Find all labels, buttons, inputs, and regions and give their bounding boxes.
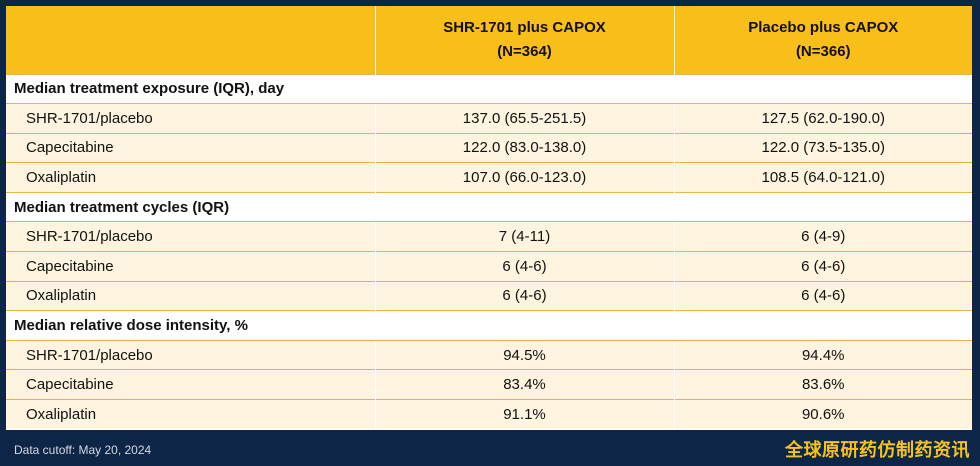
header-placebo-arm-title: Placebo plus CAPOX — [675, 16, 973, 40]
row-label: Capecitabine — [6, 252, 375, 282]
table-row: SHR-1701/placebo 137.0 (65.5-251.5) 127.… — [6, 104, 972, 134]
header-placebo-arm-n: (N=366) — [675, 40, 973, 64]
table-header-row: SHR-1701 plus CAPOX (N=364) Placebo plus… — [6, 6, 972, 74]
row-label: Capecitabine — [6, 133, 375, 163]
header-shr-arm: SHR-1701 plus CAPOX (N=364) — [375, 6, 674, 74]
table-row: SHR-1701/placebo 7 (4-11) 6 (4-9) — [6, 222, 972, 252]
shr-value: 6 (4-6) — [375, 252, 674, 282]
shr-value: 137.0 (65.5-251.5) — [375, 104, 674, 134]
data-table-panel: SHR-1701 plus CAPOX (N=364) Placebo plus… — [6, 6, 972, 430]
shr-value: 122.0 (83.0-138.0) — [375, 133, 674, 163]
shr-value: 91.1% — [375, 400, 674, 430]
row-label: Capecitabine — [6, 370, 375, 400]
table-row: SHR-1701/placebo 94.5% 94.4% — [6, 340, 972, 370]
placebo-value: 83.6% — [674, 370, 972, 400]
section-title: Median treatment cycles (IQR) — [6, 192, 972, 222]
row-label: SHR-1701/placebo — [6, 340, 375, 370]
placebo-value: 127.5 (62.0-190.0) — [674, 104, 972, 134]
row-label: Oxaliplatin — [6, 400, 375, 430]
table-row: Capecitabine 6 (4-6) 6 (4-6) — [6, 252, 972, 282]
shr-value: 6 (4-6) — [375, 281, 674, 311]
header-shr-arm-title: SHR-1701 plus CAPOX — [376, 16, 674, 40]
data-cutoff-note: Data cutoff: May 20, 2024 — [14, 443, 151, 457]
placebo-value: 6 (4-6) — [674, 281, 972, 311]
shr-value: 107.0 (66.0-123.0) — [375, 163, 674, 193]
section-row-dose-intensity: Median relative dose intensity, % — [6, 311, 972, 341]
table-row: Oxaliplatin 107.0 (66.0-123.0) 108.5 (64… — [6, 163, 972, 193]
section-title: Median relative dose intensity, % — [6, 311, 972, 341]
row-label: SHR-1701/placebo — [6, 104, 375, 134]
table-row: Oxaliplatin 91.1% 90.6% — [6, 400, 972, 430]
table-row: Capecitabine 122.0 (83.0-138.0) 122.0 (7… — [6, 133, 972, 163]
header-shr-arm-n: (N=364) — [376, 40, 674, 64]
section-title: Median treatment exposure (IQR), day — [6, 74, 972, 104]
source-watermark: 全球原研药仿制药资讯 — [785, 436, 970, 462]
placebo-value: 90.6% — [674, 400, 972, 430]
section-row-cycles: Median treatment cycles (IQR) — [6, 192, 972, 222]
section-row-exposure: Median treatment exposure (IQR), day — [6, 74, 972, 104]
placebo-value: 6 (4-6) — [674, 252, 972, 282]
table-row: Oxaliplatin 6 (4-6) 6 (4-6) — [6, 281, 972, 311]
shr-value: 83.4% — [375, 370, 674, 400]
header-placebo-arm: Placebo plus CAPOX (N=366) — [674, 6, 972, 74]
row-label: SHR-1701/placebo — [6, 222, 375, 252]
table-row: Capecitabine 83.4% 83.6% — [6, 370, 972, 400]
placebo-value: 108.5 (64.0-121.0) — [674, 163, 972, 193]
row-label: Oxaliplatin — [6, 163, 375, 193]
placebo-value: 94.4% — [674, 340, 972, 370]
placebo-value: 122.0 (73.5-135.0) — [674, 133, 972, 163]
shr-value: 94.5% — [375, 340, 674, 370]
shr-value: 7 (4-11) — [375, 222, 674, 252]
row-label: Oxaliplatin — [6, 281, 375, 311]
header-empty-cell — [6, 6, 375, 74]
placebo-value: 6 (4-9) — [674, 222, 972, 252]
treatment-exposure-table: SHR-1701 plus CAPOX (N=364) Placebo plus… — [6, 6, 972, 429]
